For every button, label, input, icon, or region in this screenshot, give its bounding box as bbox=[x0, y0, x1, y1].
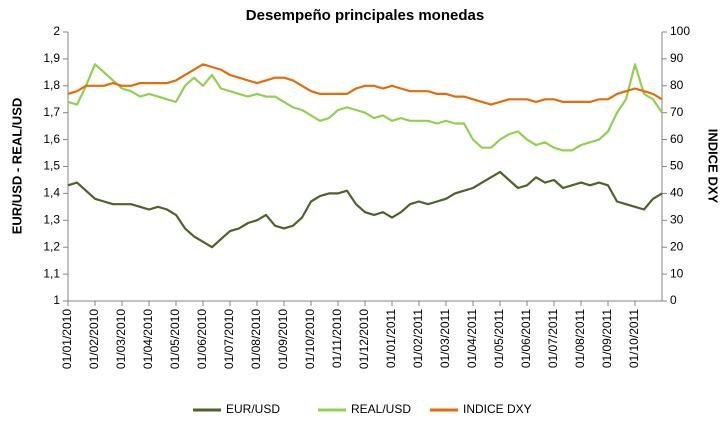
x-tick-label: 01/05/2010 bbox=[168, 309, 182, 369]
y-tick-label: 1,1 bbox=[43, 266, 60, 280]
chart-title: Desempeño principales monedas bbox=[246, 7, 484, 24]
x-tick-label: 01/07/2011 bbox=[546, 309, 560, 368]
y-tick-label: 1,2 bbox=[43, 239, 60, 253]
series-line bbox=[67, 63, 663, 106]
x-tick-label: 01/04/2011 bbox=[465, 309, 479, 368]
legend-label: INDICE DXY bbox=[463, 402, 532, 416]
x-tick-label: 01/02/2010 bbox=[87, 309, 101, 369]
x-tick-label: 01/03/2011 bbox=[438, 309, 452, 368]
x-tick-label: 01/03/2010 bbox=[114, 309, 128, 369]
series-line bbox=[67, 63, 663, 152]
y2-tick-label: 100 bbox=[670, 24, 690, 38]
y2-tick-label: 20 bbox=[670, 239, 684, 253]
y2-tick-label: 40 bbox=[670, 186, 684, 200]
y2-axis-label: INDICE DXY bbox=[706, 129, 721, 204]
y-tick-label: 1,5 bbox=[43, 159, 60, 173]
y2-tick-label: 60 bbox=[670, 132, 684, 146]
x-tick-label: 01/02/2011 bbox=[411, 309, 425, 368]
y-tick-label: 1,4 bbox=[43, 186, 60, 200]
y2-tick-label: 90 bbox=[670, 51, 684, 65]
y-axis-label: EUR/USD - REAL/USD bbox=[9, 98, 24, 235]
x-tick-label: 01/01/2011 bbox=[384, 309, 398, 368]
x-tick-label: 01/08/2011 bbox=[573, 309, 587, 368]
legend-label: REAL/USD bbox=[351, 402, 411, 416]
x-tick-label: 01/06/2010 bbox=[195, 309, 209, 369]
y2-tick-label: 70 bbox=[670, 105, 684, 119]
y-tick-label: 1,6 bbox=[43, 132, 60, 146]
x-tick-label: 01/08/2010 bbox=[249, 309, 263, 369]
legend-label: EUR/USD bbox=[226, 402, 280, 416]
y-tick-label: 1 bbox=[53, 293, 60, 307]
y-tick-label: 1,3 bbox=[43, 212, 60, 226]
y-tick-label: 1,9 bbox=[43, 51, 60, 65]
series-line bbox=[67, 170, 663, 249]
x-tick-label: 01/05/2011 bbox=[492, 309, 506, 368]
y2-tick-label: 50 bbox=[670, 159, 684, 173]
x-tick-label: 01/10/2011 bbox=[627, 309, 641, 368]
x-tick-label: 01/10/2010 bbox=[303, 309, 317, 369]
y2-tick-label: 30 bbox=[670, 212, 684, 226]
y2-tick-label: 80 bbox=[670, 78, 684, 92]
y-tick-label: 1,7 bbox=[43, 105, 60, 119]
x-tick-label: 01/09/2010 bbox=[276, 309, 290, 369]
y2-tick-label: 0 bbox=[670, 293, 677, 307]
y2-tick-label: 10 bbox=[670, 266, 684, 280]
x-tick-label: 01/11/2010 bbox=[330, 309, 344, 368]
y-tick-label: 2 bbox=[53, 24, 60, 38]
x-tick-label: 01/07/2010 bbox=[222, 309, 236, 369]
x-tick-label: 01/09/2011 bbox=[600, 309, 614, 368]
y-tick-label: 1,8 bbox=[43, 78, 60, 92]
x-tick-label: 01/06/2011 bbox=[519, 309, 533, 368]
x-tick-label: 01/01/2010 bbox=[60, 309, 74, 369]
x-tick-label: 01/04/2010 bbox=[141, 309, 155, 369]
x-tick-label: 01/12/2010 bbox=[357, 309, 371, 369]
